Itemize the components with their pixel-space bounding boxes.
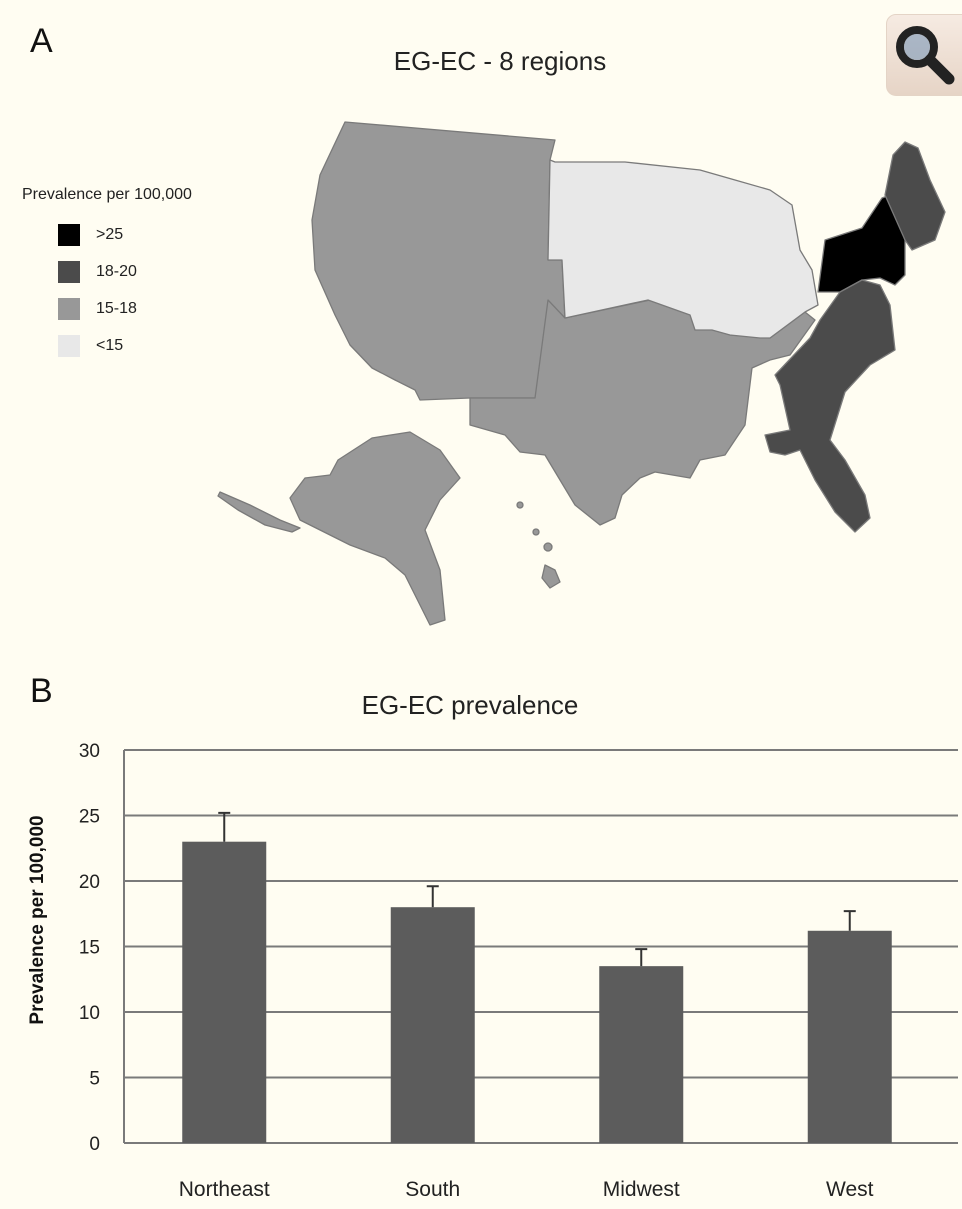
y-tick-label: 20: [79, 872, 100, 893]
panel-a-letter: A: [30, 22, 53, 60]
panel-b-letter: B: [30, 672, 53, 710]
map-region-hawaii: [541, 564, 561, 589]
us-region-map: [217, 121, 946, 626]
prevalence-bar-chart: 0 5 10 15 20 25 30 Northeast South Midwest West: [79, 741, 958, 1201]
magnifier-icon: [896, 26, 955, 85]
category-label: West: [826, 1178, 874, 1201]
map-region-alaska: [289, 431, 461, 626]
legend-label: <15: [96, 336, 124, 354]
zoom-button[interactable]: [886, 14, 962, 96]
legend-item: >25: [22, 216, 192, 253]
bar-northeast: [182, 841, 267, 1143]
legend-label: 18-20: [96, 262, 137, 280]
legend-item: 15-18: [22, 290, 192, 327]
map-region-midwest: [547, 159, 819, 339]
map-region-new-england: [884, 141, 946, 251]
y-tick-label: 25: [79, 807, 100, 828]
map-region-southeast: [764, 279, 896, 533]
bar-west: [807, 930, 892, 1143]
y-tick-label: 30: [79, 741, 100, 762]
y-tick-label: 5: [89, 1069, 100, 1090]
y-tick-label: 10: [79, 1003, 100, 1024]
map-legend: Prevalence per 100,000 >25 18-20 15-18 <…: [22, 186, 192, 364]
legend-item: 18-20: [22, 253, 192, 290]
legend-swatch: [58, 297, 80, 320]
y-tick-label: 15: [79, 938, 100, 959]
legend-label: 15-18: [96, 299, 137, 317]
map-region-west: [311, 121, 566, 401]
legend-title: Prevalence per 100,000: [22, 186, 192, 203]
bar-south: [390, 907, 475, 1143]
category-label: Northeast: [179, 1178, 270, 1201]
legend-item: <15: [22, 327, 192, 364]
legend-swatch: [58, 334, 80, 357]
legend-label: >25: [96, 225, 124, 243]
category-label: Midwest: [603, 1178, 680, 1201]
chart-title: EG-EC prevalence: [361, 690, 579, 720]
legend-swatch: [58, 260, 80, 283]
legend-swatch: [58, 223, 80, 246]
bar-midwest: [599, 966, 684, 1143]
y-tick-label: 0: [89, 1134, 100, 1155]
map-title: EG-EC - 8 regions: [393, 46, 607, 76]
category-label: South: [405, 1178, 460, 1201]
